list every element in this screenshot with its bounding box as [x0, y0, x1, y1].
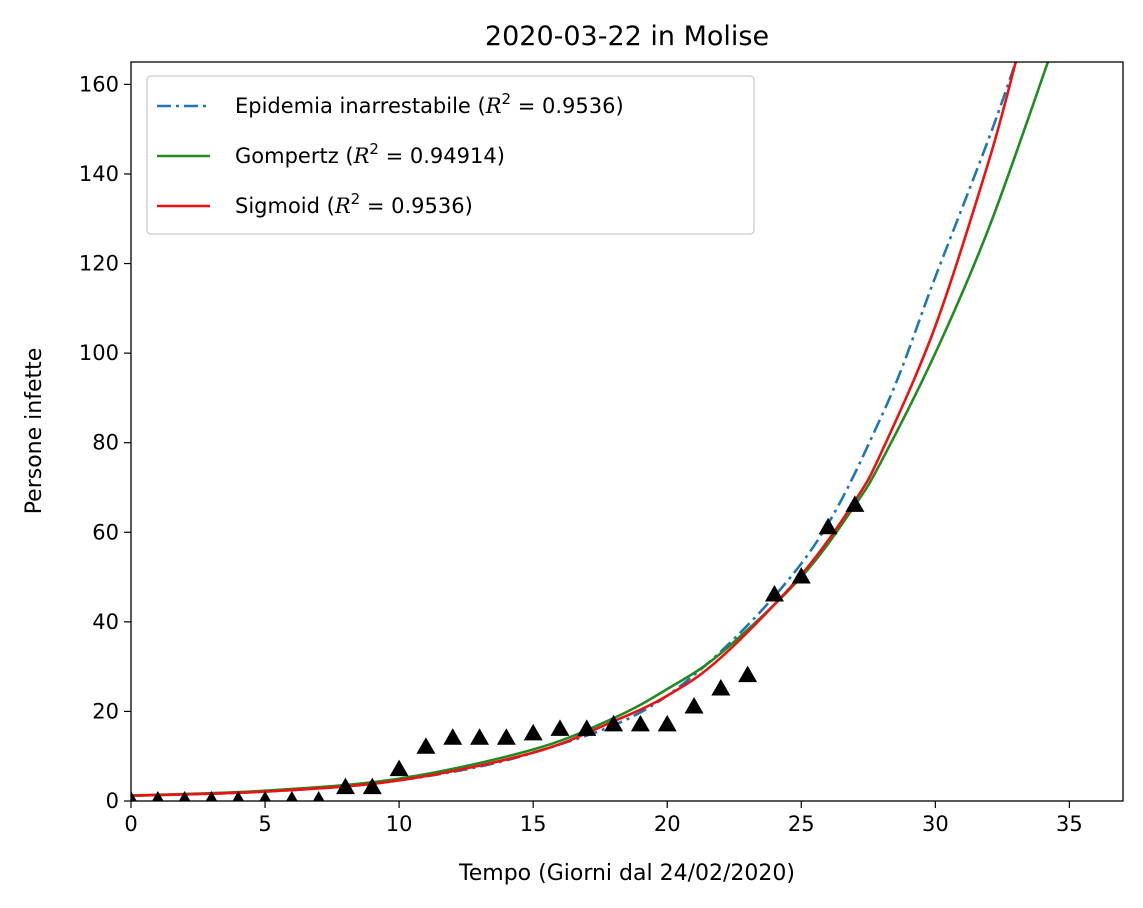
data-point-triangle — [630, 714, 650, 732]
data-point-triangle — [496, 728, 516, 745]
plot-area — [131, 62, 1050, 801]
y-tick-label: 140 — [79, 162, 119, 186]
series-line-2 — [131, 62, 1050, 797]
y-tick-label: 20 — [92, 699, 119, 723]
y-tick-label: 80 — [92, 431, 119, 455]
x-tick-label: 20 — [654, 812, 681, 836]
x-tick-label: 5 — [258, 812, 271, 836]
y-tick-label: 0 — [106, 789, 119, 813]
y-tick-label: 40 — [92, 610, 119, 634]
data-point-triangle — [131, 791, 137, 801]
data-point-triangle — [259, 791, 271, 801]
data-point-triangle — [711, 679, 731, 696]
data-point-triangle — [470, 728, 490, 745]
data-point-triangle — [389, 759, 409, 777]
legend-entry-label: Gompertz (R2 = 0.94914) — [235, 140, 505, 168]
data-point-triangle — [577, 719, 597, 736]
data-point-triangle — [657, 714, 677, 732]
y-axis: 0 20 40 60 80 100 120 140 160 — [79, 72, 131, 813]
data-point-triangle — [443, 728, 463, 745]
data-point-triangle — [362, 777, 382, 795]
data-point-triangle — [152, 791, 164, 801]
observed-points — [131, 495, 865, 801]
data-point-triangle — [416, 737, 436, 754]
y-tick-label: 60 — [92, 520, 119, 544]
legend-box — [146, 75, 755, 235]
legend-entry-label: Epidemia inarrestabile (R2 = 0.9536) — [235, 90, 624, 118]
data-point-triangle — [764, 584, 784, 602]
x-axis-label: Tempo (Giorni dal 24/02/2020) — [458, 861, 795, 886]
y-tick-label: 100 — [79, 341, 119, 365]
x-tick-label: 10 — [386, 812, 413, 836]
x-tick-label: 35 — [1056, 812, 1083, 836]
data-point-triangle — [205, 791, 218, 801]
data-point-triangle — [335, 777, 355, 795]
x-axis: 0 5 10 15 20 25 30 35 — [124, 801, 1083, 836]
plot-frame — [130, 61, 1124, 802]
data-point-triangle — [738, 665, 758, 683]
x-tick-label: 25 — [788, 812, 815, 836]
data-point-triangle — [550, 719, 570, 736]
data-point-triangle — [286, 791, 298, 801]
data-point-triangle — [791, 567, 811, 584]
chart-title: 2020-03-22 in Molise — [485, 21, 769, 52]
series-line-3 — [131, 62, 1018, 797]
x-tick-label: 30 — [922, 812, 949, 836]
legend: Epidemia inarrestabile (R2 = 0.9536) Gomp… — [146, 75, 755, 235]
y-tick-label: 160 — [79, 72, 119, 96]
data-point-triangle — [845, 495, 865, 512]
data-point-triangle — [818, 517, 838, 535]
x-tick-label: 0 — [124, 812, 137, 836]
data-point-triangle — [523, 723, 543, 741]
data-point-triangle — [232, 791, 245, 801]
x-tick-label: 15 — [520, 812, 547, 836]
data-point-triangle — [604, 714, 624, 732]
legend-entry-label: Sigmoid (R2 = 0.9536) — [235, 190, 473, 218]
y-axis-label: Persone infette — [22, 348, 47, 515]
data-point-triangle — [684, 696, 704, 714]
data-point-triangle — [178, 791, 191, 801]
y-tick-label: 120 — [79, 252, 119, 276]
data-point-triangle — [312, 791, 325, 801]
